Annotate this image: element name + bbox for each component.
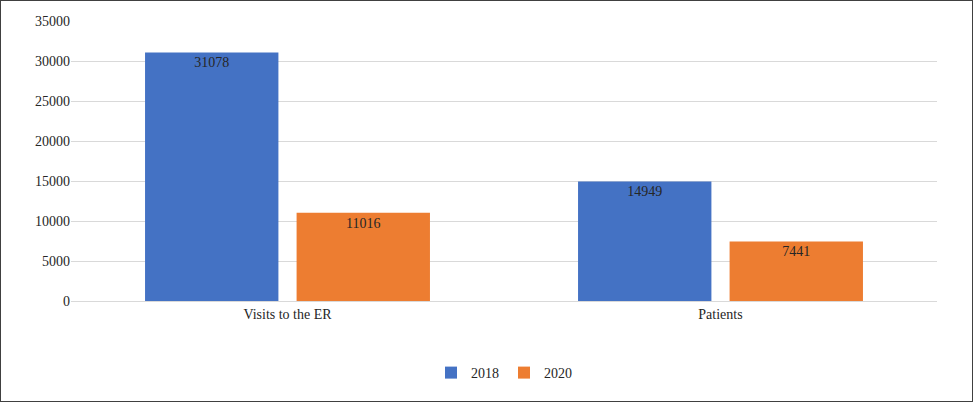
svg-text:25000: 25000 bbox=[35, 94, 70, 109]
svg-text:30000: 30000 bbox=[35, 54, 70, 69]
svg-text:0: 0 bbox=[63, 294, 70, 309]
svg-text:7441: 7441 bbox=[782, 244, 810, 259]
svg-text:15000: 15000 bbox=[35, 174, 70, 189]
svg-text:10000: 10000 bbox=[35, 214, 70, 229]
svg-text:Patients: Patients bbox=[698, 307, 742, 322]
svg-text:20000: 20000 bbox=[35, 134, 70, 149]
svg-text:35000: 35000 bbox=[35, 14, 70, 29]
svg-text:14949: 14949 bbox=[627, 184, 662, 199]
svg-text:2020: 2020 bbox=[544, 366, 572, 381]
svg-text:31078: 31078 bbox=[194, 55, 229, 70]
svg-text:Visits to the ER: Visits to the ER bbox=[243, 307, 332, 322]
svg-text:2018: 2018 bbox=[471, 366, 499, 381]
svg-text:5000: 5000 bbox=[42, 254, 70, 269]
svg-text:11016: 11016 bbox=[346, 216, 380, 231]
